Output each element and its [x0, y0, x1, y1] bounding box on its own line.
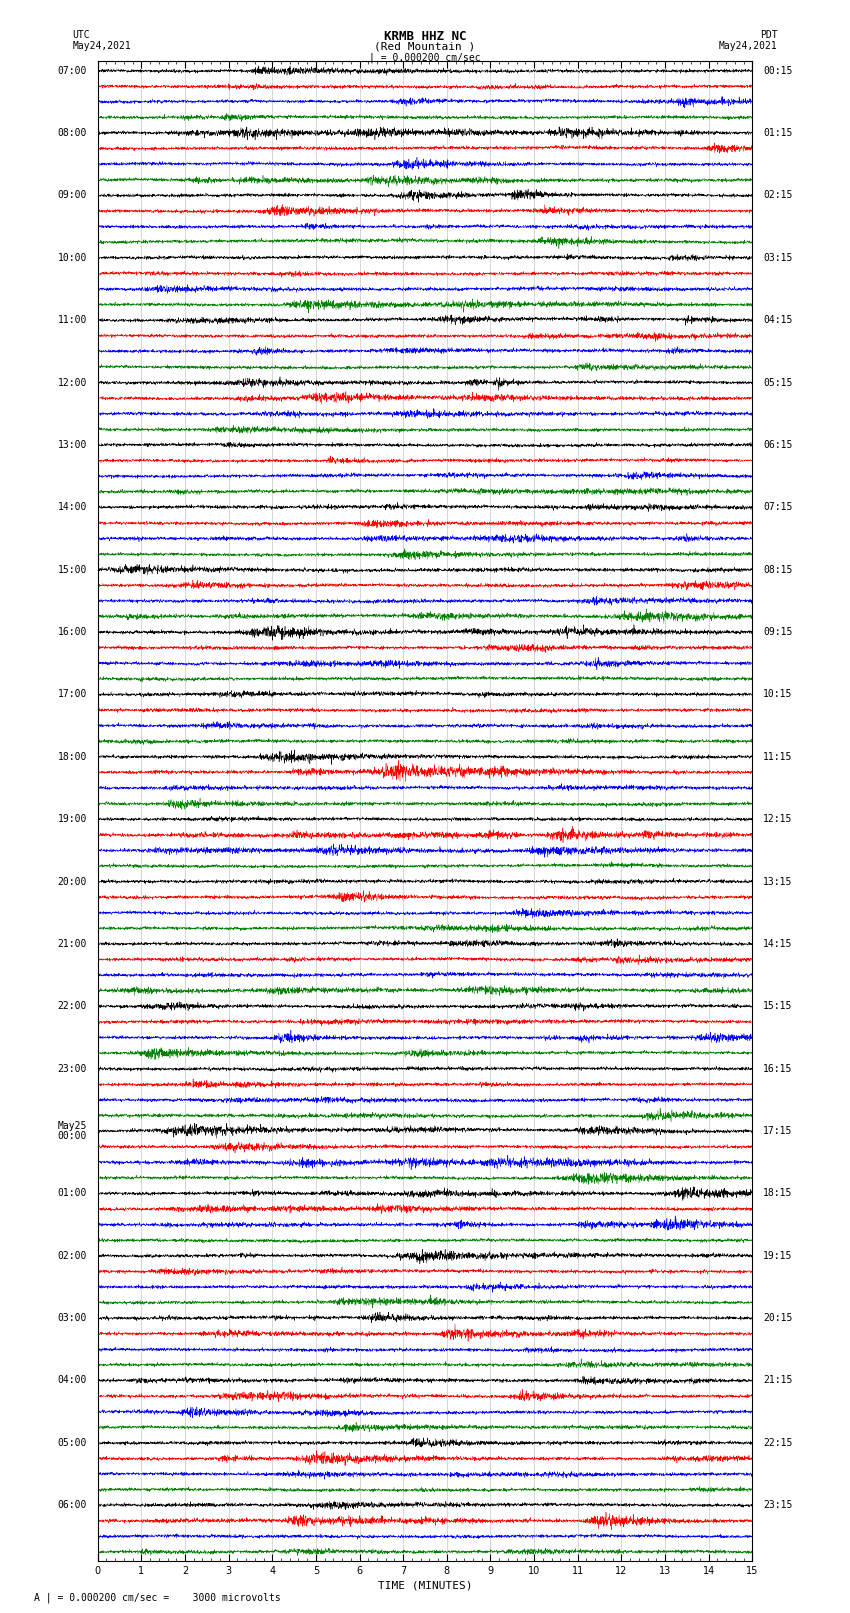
Text: 20:15: 20:15: [763, 1313, 792, 1323]
Text: 00:15: 00:15: [763, 66, 792, 76]
Text: May24,2021: May24,2021: [719, 40, 778, 52]
Text: PDT: PDT: [760, 31, 778, 40]
Text: 01:00: 01:00: [58, 1189, 87, 1198]
Text: 11:00: 11:00: [58, 315, 87, 326]
Text: 09:00: 09:00: [58, 190, 87, 200]
Text: 18:00: 18:00: [58, 752, 87, 761]
Text: 12:00: 12:00: [58, 377, 87, 387]
Text: 03:00: 03:00: [58, 1313, 87, 1323]
Text: 14:15: 14:15: [763, 939, 792, 948]
Text: 06:15: 06:15: [763, 440, 792, 450]
Text: May24,2021: May24,2021: [72, 40, 131, 52]
Text: 02:00: 02:00: [58, 1250, 87, 1261]
Text: | = 0.000200 cm/sec: | = 0.000200 cm/sec: [369, 52, 481, 63]
Text: 00:00: 00:00: [58, 1131, 87, 1140]
X-axis label: TIME (MINUTES): TIME (MINUTES): [377, 1581, 473, 1590]
Text: 06:00: 06:00: [58, 1500, 87, 1510]
Text: 07:00: 07:00: [58, 66, 87, 76]
Text: 17:15: 17:15: [763, 1126, 792, 1136]
Text: 22:15: 22:15: [763, 1437, 792, 1448]
Text: 19:00: 19:00: [58, 815, 87, 824]
Text: 11:15: 11:15: [763, 752, 792, 761]
Text: 20:00: 20:00: [58, 876, 87, 887]
Text: 21:15: 21:15: [763, 1376, 792, 1386]
Text: 09:15: 09:15: [763, 627, 792, 637]
Text: 08:15: 08:15: [763, 565, 792, 574]
Text: (Red Mountain ): (Red Mountain ): [374, 40, 476, 52]
Text: 16:15: 16:15: [763, 1063, 792, 1074]
Text: 23:00: 23:00: [58, 1063, 87, 1074]
Text: A | = 0.000200 cm/sec =    3000 microvolts: A | = 0.000200 cm/sec = 3000 microvolts: [34, 1592, 280, 1603]
Text: 04:00: 04:00: [58, 1376, 87, 1386]
Text: 08:00: 08:00: [58, 127, 87, 139]
Text: 15:00: 15:00: [58, 565, 87, 574]
Text: 05:15: 05:15: [763, 377, 792, 387]
Text: 10:15: 10:15: [763, 689, 792, 700]
Text: KRMB HHZ NC: KRMB HHZ NC: [383, 31, 467, 44]
Text: 21:00: 21:00: [58, 939, 87, 948]
Text: 15:15: 15:15: [763, 1002, 792, 1011]
Text: May25: May25: [58, 1121, 87, 1131]
Text: 17:00: 17:00: [58, 689, 87, 700]
Text: UTC: UTC: [72, 31, 90, 40]
Text: 16:00: 16:00: [58, 627, 87, 637]
Text: 22:00: 22:00: [58, 1002, 87, 1011]
Text: 10:00: 10:00: [58, 253, 87, 263]
Text: 04:15: 04:15: [763, 315, 792, 326]
Text: 18:15: 18:15: [763, 1189, 792, 1198]
Text: 12:15: 12:15: [763, 815, 792, 824]
Text: 01:15: 01:15: [763, 127, 792, 139]
Text: 03:15: 03:15: [763, 253, 792, 263]
Text: 14:00: 14:00: [58, 502, 87, 513]
Text: 02:15: 02:15: [763, 190, 792, 200]
Text: 19:15: 19:15: [763, 1250, 792, 1261]
Text: 13:00: 13:00: [58, 440, 87, 450]
Text: 05:00: 05:00: [58, 1437, 87, 1448]
Text: 23:15: 23:15: [763, 1500, 792, 1510]
Text: 07:15: 07:15: [763, 502, 792, 513]
Text: 13:15: 13:15: [763, 876, 792, 887]
